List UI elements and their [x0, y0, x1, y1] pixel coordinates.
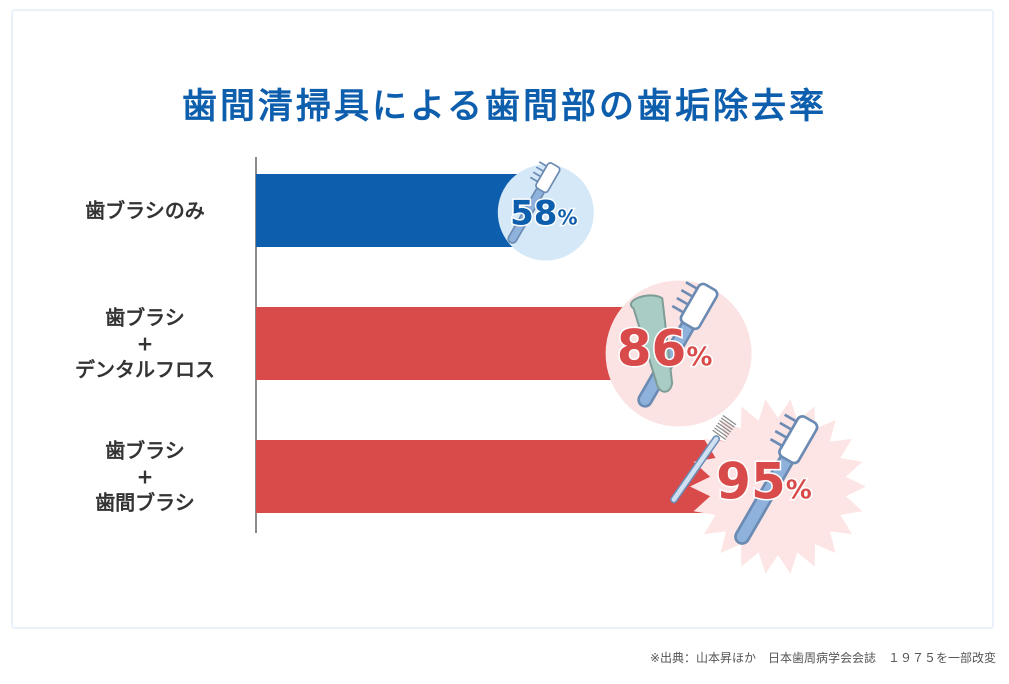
toothbrush-icon: [507, 161, 561, 244]
category-label: +: [137, 465, 154, 489]
bar: [256, 440, 748, 513]
category-label: 歯間ブラシ: [95, 491, 195, 515]
value-label: 95%: [716, 453, 812, 511]
category-label: 歯ブラシ: [105, 306, 185, 330]
category-label: 歯ブラシ: [105, 439, 185, 463]
chart-title: 歯間清掃具による歯間部の歯垢除去率: [182, 87, 827, 127]
floss-and-toothbrush-icon: [630, 281, 719, 408]
source-note: ※出典：山本昇ほか 日本歯周病学会会誌 １９７５を一部改変: [649, 651, 996, 665]
category-label: 歯ブラシのみ: [85, 199, 205, 223]
category-label: デンタルフロス: [75, 358, 215, 382]
value-label: 86%: [617, 320, 713, 378]
category-label: +: [137, 332, 154, 356]
value-label: 58%: [510, 194, 577, 234]
value-badge: [497, 161, 594, 261]
badge-circle: [497, 164, 594, 261]
value-badge: [670, 399, 866, 574]
value-badge: [605, 280, 752, 427]
interdental-brush-and-toothbrush-icon: [670, 413, 819, 545]
